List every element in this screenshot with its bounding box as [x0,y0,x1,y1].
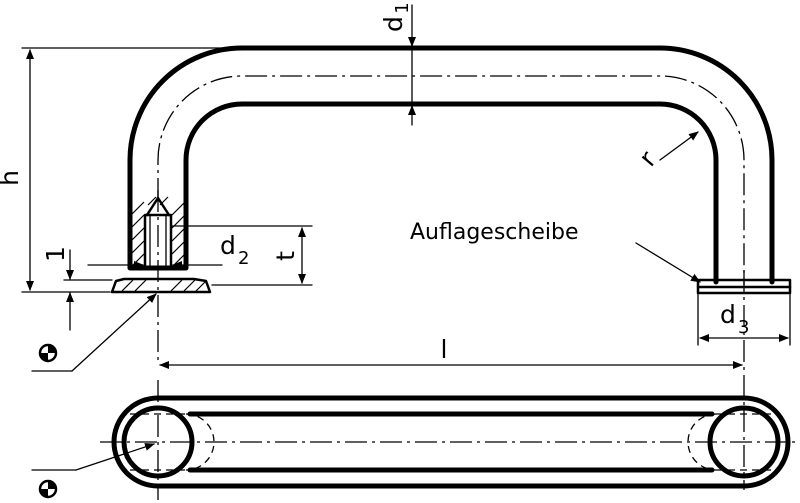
label-l: l [441,335,448,364]
label-washer: Auflagescheibe [410,220,578,245]
dimension-d2: d 2 [87,231,249,269]
label-d2: d [220,231,236,260]
label-d3: d [720,300,736,329]
dimension-l: l [159,335,743,369]
top-view-outline [111,395,791,489]
label-d3-sub: 3 [738,317,749,338]
label-r: r [633,145,662,172]
label-d1: d [379,16,408,32]
handle-outer-contour [127,45,775,285]
washer-callout: Auflagescheibe [410,220,701,283]
dimension-d1: d 1 [379,2,416,126]
handle-front-view [127,45,775,285]
dimension-t: t [171,225,313,286]
handle-top-view [100,380,800,500]
label-t: t [271,251,300,261]
handle-centerline [157,75,745,285]
label-d2-sub: 2 [238,248,249,269]
handle-inner-contour [183,101,719,285]
dimension-d3: d 3 [699,300,789,342]
left-foot-section [110,190,212,365]
dimension-h: h [0,47,241,293]
right-foot [696,270,792,490]
label-one: 1 [41,246,70,262]
earth-ground-symbol-bottom [31,443,155,499]
earth-ground-symbol-top [31,293,157,372]
label-d1-sub: 1 [392,2,413,13]
label-h: h [0,170,24,186]
dimension-one: 1 [41,246,113,331]
dimension-r: r [633,131,699,172]
